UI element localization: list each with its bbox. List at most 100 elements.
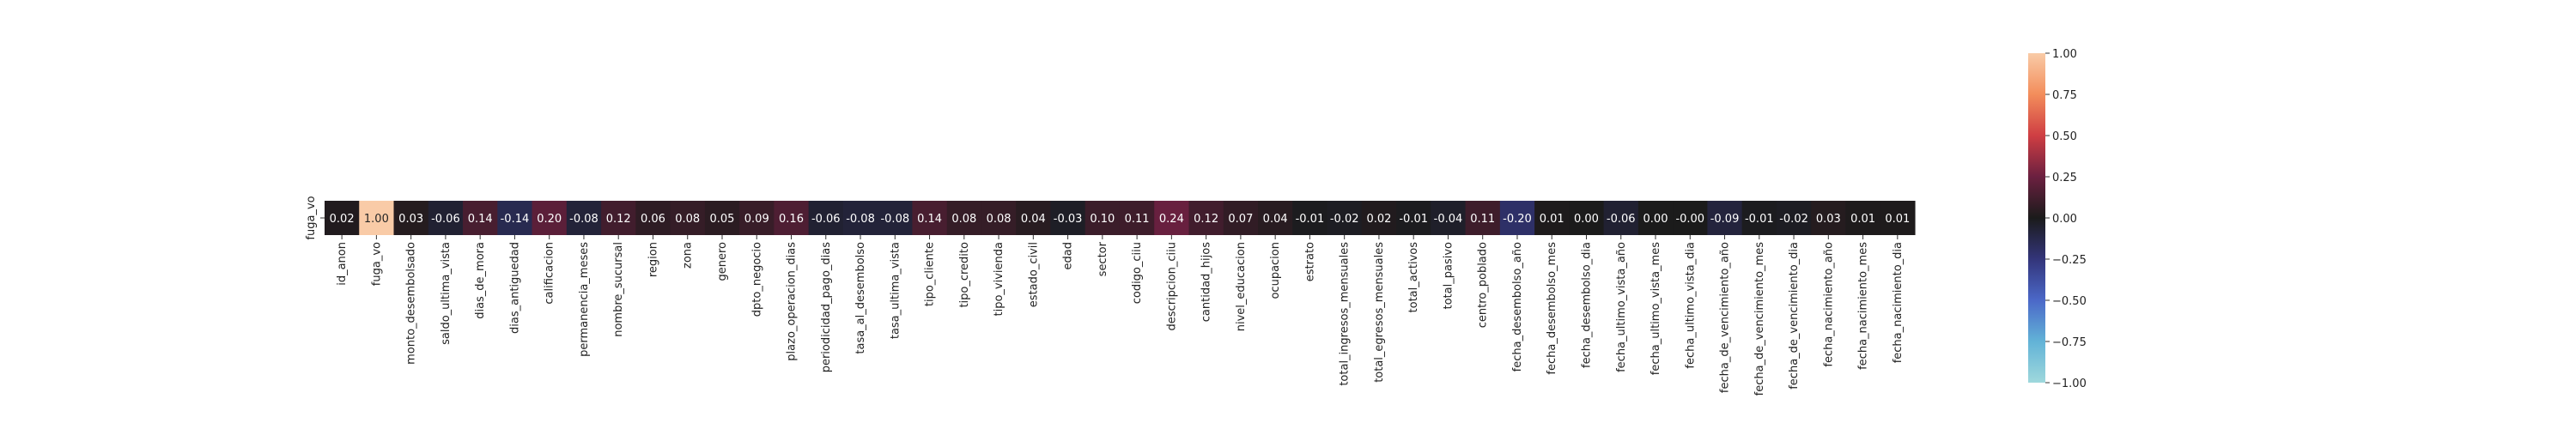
heatmap-cell	[601, 201, 636, 235]
heatmap-cell-label: 1.00	[364, 213, 389, 226]
x-tick-label: zona	[682, 242, 695, 269]
colorbar-tick-label: −0.75	[2052, 336, 2087, 349]
heatmap-cell-label: -0.04	[1434, 213, 1463, 226]
heatmap-cell-label: 0.12	[606, 213, 631, 226]
x-tick-label: fecha_ultimo_vista_dia	[1684, 242, 1697, 369]
heatmap-cell-label: 0.05	[710, 213, 735, 226]
heatmap-cell	[1292, 201, 1328, 235]
x-tick-label: edad	[1062, 242, 1075, 269]
heatmap-cell	[981, 201, 1017, 235]
heatmap-cell	[946, 201, 982, 235]
y-tick-label: fuga_vo	[305, 196, 318, 239]
x-tick-label: total_pasivo	[1442, 242, 1455, 310]
x-tick-label: centro_poblado	[1477, 242, 1490, 328]
x-tick-label: nombre_sucursal	[612, 242, 625, 337]
x-tick-label: fecha_desembolso_mes	[1546, 242, 1558, 375]
heatmap-cell-label: -0.14	[501, 213, 530, 226]
colorbar-tick-label: 0.50	[2052, 130, 2077, 143]
x-tick-label: fecha_nacimiento_año	[1822, 242, 1835, 367]
heatmap-cell	[739, 201, 775, 235]
x-tick-label: total_ingresos_mensuales	[1339, 242, 1352, 386]
heatmap-cell-label: -0.01	[1745, 213, 1774, 226]
heatmap-cell-label: 0.08	[675, 213, 700, 226]
heatmap-cell	[1741, 201, 1777, 235]
heatmap-cell	[1845, 201, 1881, 235]
heatmap-cell-label: -0.02	[1779, 213, 1808, 226]
x-tick-label: tasa_al_desembolso	[854, 242, 867, 354]
heatmap-cell	[1119, 201, 1155, 235]
x-tick-label: calificacion	[544, 242, 556, 305]
heatmap-cell	[808, 201, 844, 235]
heatmap-cell	[1673, 201, 1708, 235]
heatmap-cell-label: -0.02	[1330, 213, 1359, 226]
x-tick-label: sector	[1097, 241, 1109, 276]
heatmap-cell	[1050, 201, 1086, 235]
heatmap-cell	[532, 201, 568, 235]
heatmap-cell-label: 0.07	[1228, 213, 1253, 226]
x-tick-label: tipo_credito	[958, 242, 971, 308]
x-tick-label: fecha_nacimiento_mes	[1857, 242, 1870, 370]
x-tick-label: fecha_ultimo_vista_mes	[1649, 242, 1662, 375]
heatmap-cell-label: 0.02	[1366, 213, 1391, 226]
colorbar-tick-label: 1.00	[2052, 48, 2077, 61]
x-tick-label: total_activos	[1407, 242, 1420, 313]
x-tick-label: tasa_ultima_vista	[889, 242, 902, 339]
x-tick-label: fecha_de_vencimiento_año	[1719, 242, 1732, 393]
colorbar: 1.00 0.75 0.50 0.25 0.00 −0.25 −0.50 −0.75 −1.00	[2028, 48, 2087, 390]
heatmap-cell	[912, 201, 948, 235]
x-tick-label: fecha_nacimiento_dia	[1892, 242, 1905, 363]
heatmap-cell	[325, 201, 360, 235]
heatmap-cell-label: 0.03	[1816, 213, 1841, 226]
heatmap-cell	[497, 201, 533, 235]
heatmap-cell	[842, 201, 878, 235]
heatmap-cell-label: -0.08	[846, 213, 875, 226]
heatmap-cell	[1396, 201, 1431, 235]
heatmap-cell	[1223, 201, 1259, 235]
heatmap-cell	[1603, 201, 1639, 235]
heatmap-cell-label: -0.06	[811, 213, 841, 226]
colorbar-tick-label: 0.25	[2052, 172, 2077, 184]
heatmap-cell	[1361, 201, 1397, 235]
heatmap-cell-label: -0.01	[1296, 213, 1325, 226]
x-tick-label: fecha_ultimo_vista_año	[1615, 242, 1628, 372]
heatmap-cell-label: 0.04	[1263, 213, 1288, 226]
heatmap-cell	[1811, 201, 1847, 235]
heatmap-cell-label: 0.12	[1194, 213, 1218, 226]
heatmap-cell-label: -0.03	[1054, 213, 1083, 226]
heatmap-cell	[774, 201, 810, 235]
x-tick-label: dias_antiguedad	[508, 242, 521, 334]
heatmap-cell-label: 0.01	[1850, 213, 1875, 226]
y-axis-tick-labels: fuga_vo	[305, 196, 325, 240]
heatmap-cell-label: 0.08	[987, 213, 1012, 226]
x-tick-label: estado_civil	[1027, 242, 1040, 307]
heatmap-cell-labels: 0.02 1.00 0.03 -0.06 0.14 -0.14 0.20 -0.08 0.12 0…	[330, 213, 1911, 226]
heatmap-cell	[670, 201, 706, 235]
colorbar-gradient	[2028, 53, 2045, 383]
x-tick-label: monto_desembolsado	[405, 242, 418, 365]
heatmap-cell-label: 0.00	[1574, 213, 1599, 226]
x-tick-label: ocupacion	[1269, 242, 1282, 299]
x-tick-label: nivel_educacion	[1235, 242, 1248, 331]
x-tick-label: region	[647, 242, 659, 277]
x-axis-tick-labels: id_anon fuga_vo monto_desembolsado saldo_ul…	[336, 235, 1905, 396]
heatmap-cell	[1499, 201, 1535, 235]
heatmap-cell	[463, 201, 498, 235]
heatmap-cell-label: -0.08	[880, 213, 909, 226]
x-tick-label: genero	[716, 242, 729, 281]
heatmap-cells	[325, 201, 1916, 235]
heatmap-cell	[1637, 201, 1674, 235]
heatmap-cell	[428, 201, 464, 235]
heatmap-cell	[1258, 201, 1293, 235]
heatmap-cell	[1016, 201, 1052, 235]
heatmap-cell-label: 0.10	[1090, 213, 1115, 226]
heatmap-cell	[1084, 201, 1121, 235]
heatmap-cell-label: 0.03	[398, 213, 423, 226]
heatmap-cell	[359, 201, 395, 235]
x-tick-label: cantidad_hijos	[1200, 242, 1213, 322]
colorbar-tick-label: −1.00	[2052, 378, 2087, 390]
x-tick-label: periodicidad_pago_dias	[820, 242, 833, 373]
x-tick-label: fecha_desembolso_dia	[1580, 242, 1593, 368]
heatmap-cell-label: 0.16	[779, 213, 804, 226]
heatmap-cell-label: 0.02	[330, 213, 355, 226]
heatmap-cell-label: 0.06	[641, 213, 665, 226]
